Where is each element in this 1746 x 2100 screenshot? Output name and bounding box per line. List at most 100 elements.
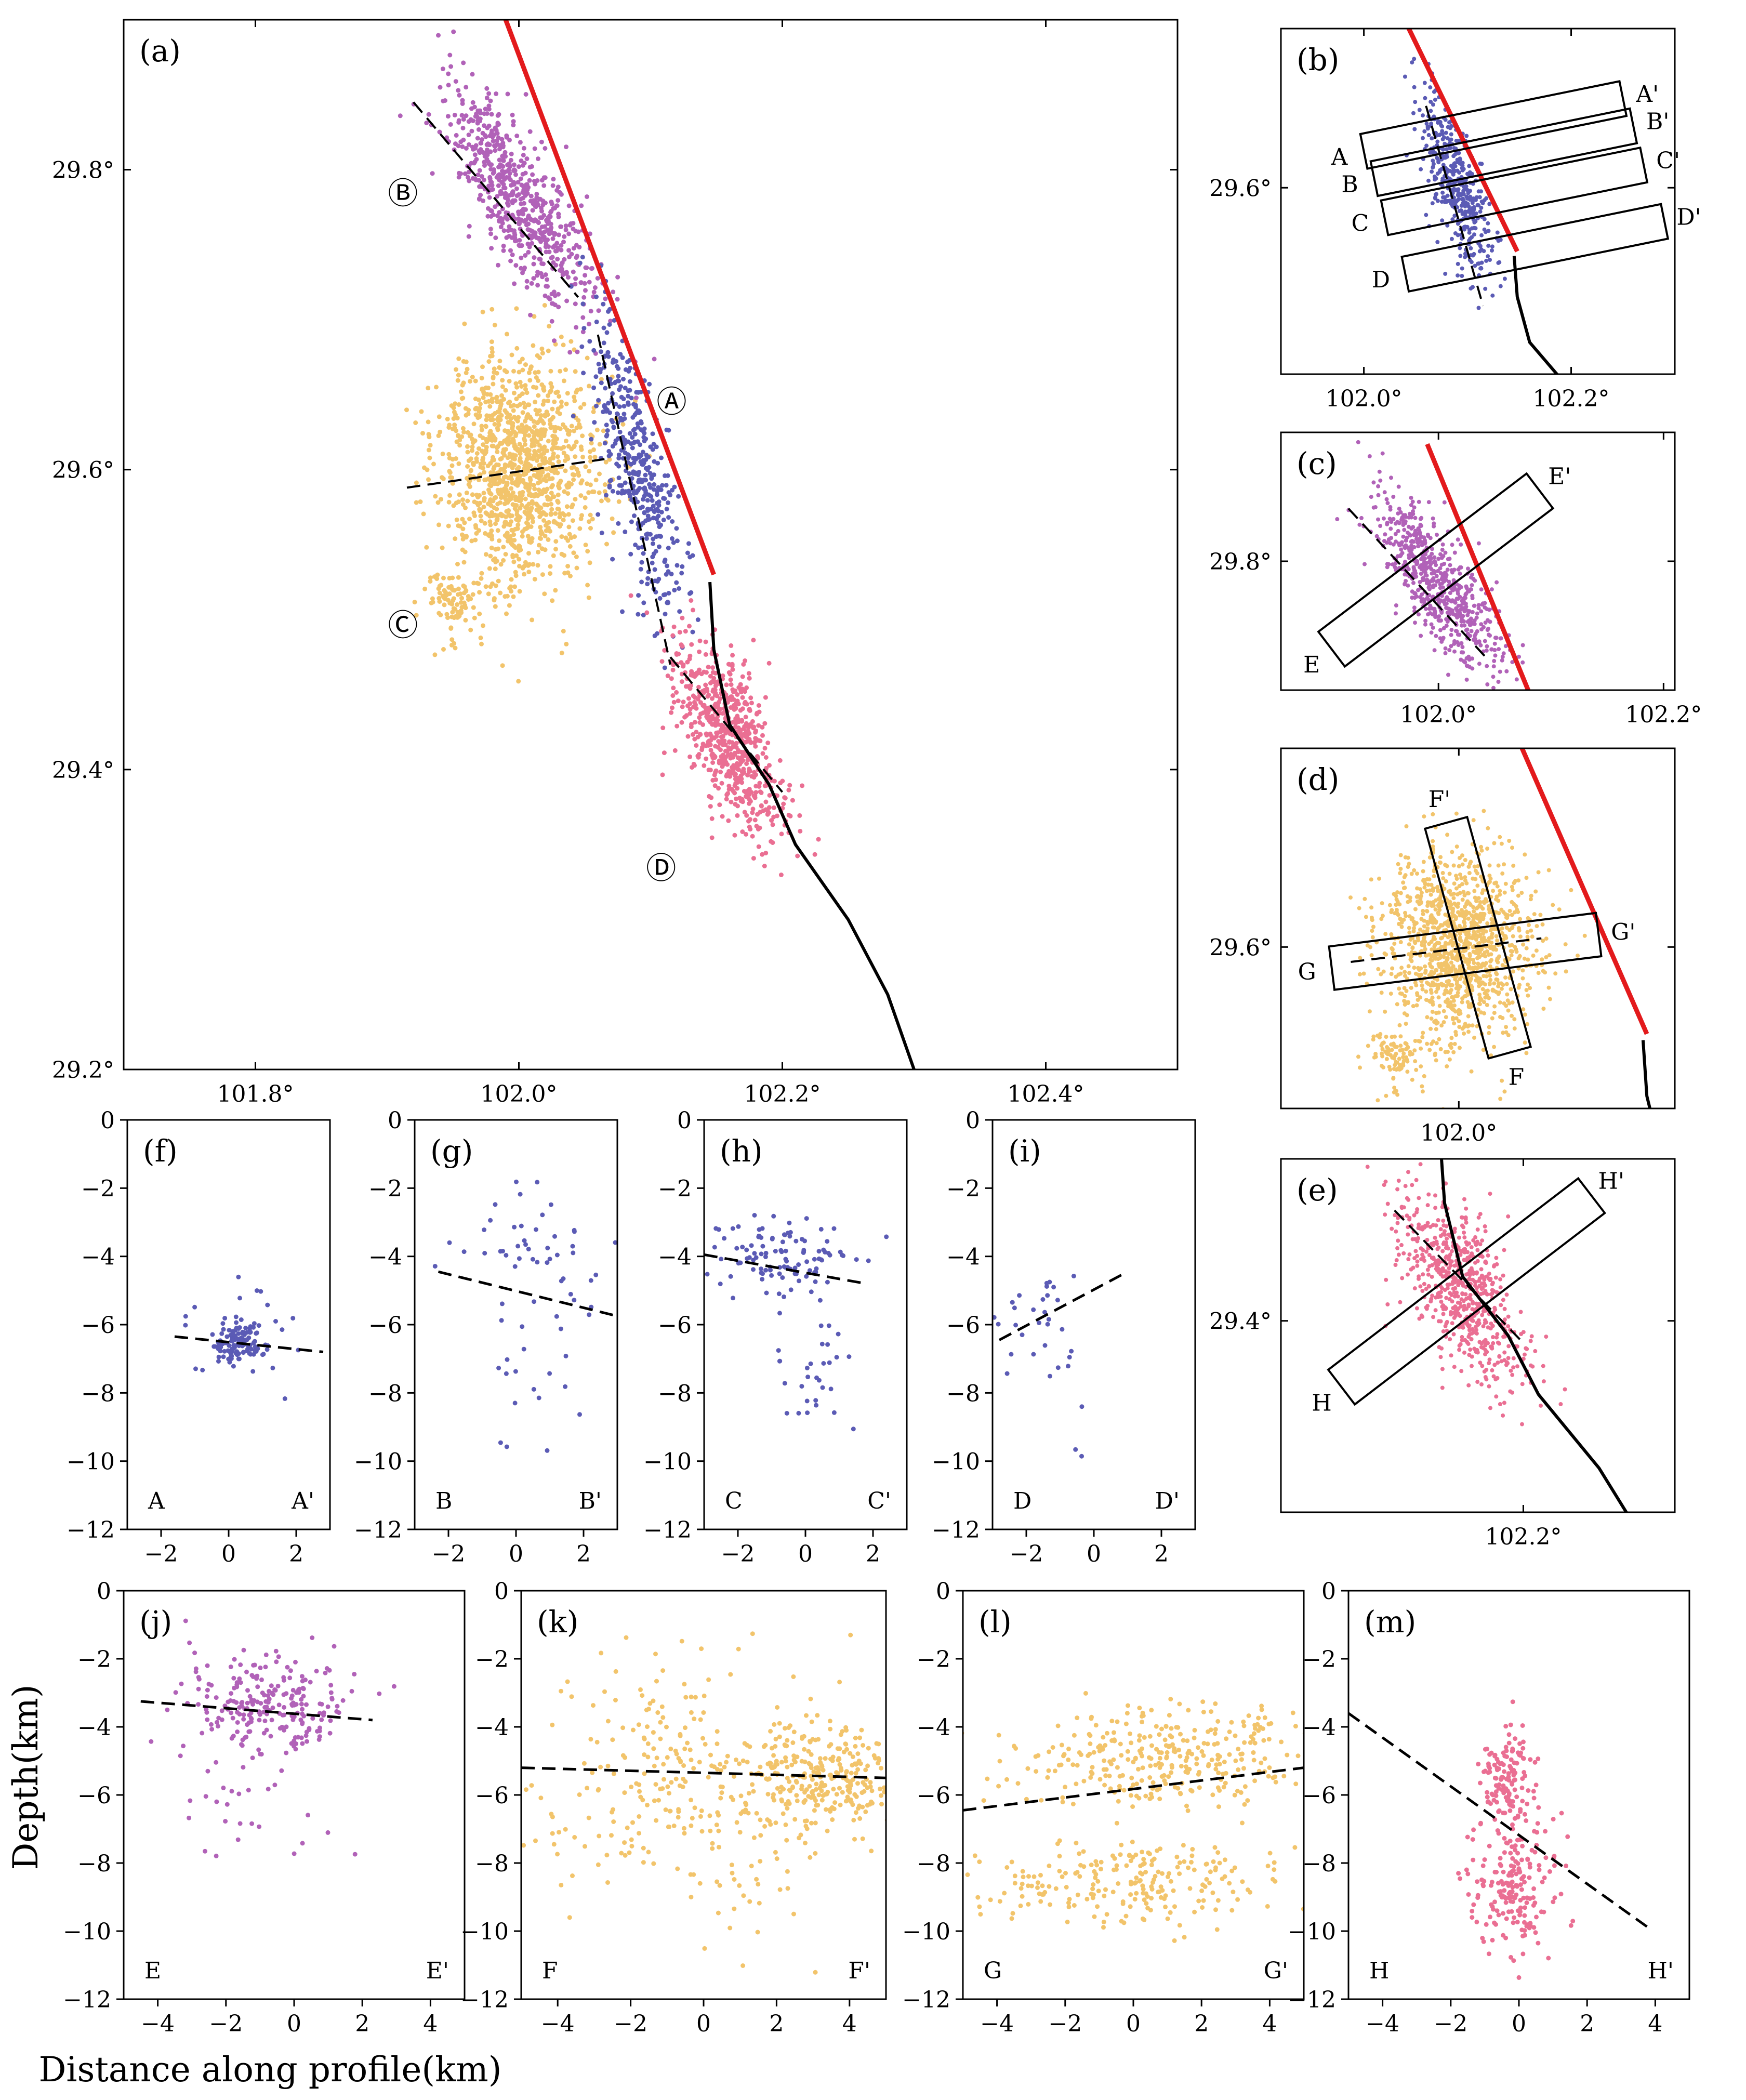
event-point-C (553, 440, 558, 445)
event-point-C (464, 413, 469, 418)
event-point-C (524, 457, 530, 462)
event-point-C (481, 390, 486, 395)
event-point-C (586, 595, 591, 600)
event-point-B (1397, 506, 1401, 511)
event-point-C (483, 424, 488, 429)
event-point-B (1452, 649, 1457, 654)
profile-box-A (1359, 80, 1628, 170)
event-point-C (566, 524, 572, 530)
event-point-B (482, 163, 487, 168)
event-point-A (657, 544, 662, 549)
event-point-C (442, 602, 447, 607)
event-point-C (592, 455, 598, 460)
event-point-A (628, 441, 633, 446)
event-point-B (488, 231, 493, 236)
event-point-C (526, 488, 531, 493)
event-point-C (501, 558, 506, 563)
event-point-A (651, 472, 656, 478)
event-point-A (1498, 284, 1503, 288)
event-point-B (1411, 565, 1416, 570)
event-point-C (478, 401, 483, 406)
event-point-B (466, 119, 471, 124)
event-point-A (1449, 164, 1453, 168)
event-point-C (1429, 940, 1434, 944)
event-point-B (511, 181, 515, 186)
event-point-C (518, 451, 523, 456)
event-point-B (1335, 517, 1340, 521)
event-point-A (1423, 96, 1427, 100)
event-point-D (720, 742, 725, 747)
event-point-C (492, 323, 497, 327)
event-point-C (550, 406, 555, 412)
event-point-A (629, 519, 634, 524)
event-point-C (572, 472, 577, 478)
event-point-C (1454, 886, 1459, 891)
event-point-C (472, 615, 477, 620)
event-point-C (553, 511, 558, 516)
event-point-C (536, 448, 541, 453)
event-point-C (536, 481, 540, 485)
event-point-C (1475, 1024, 1479, 1028)
event-point-C (461, 590, 467, 596)
event-point-C (1478, 976, 1483, 981)
event-point-D (753, 739, 758, 744)
event-point-A (589, 437, 594, 442)
event-point-C (424, 545, 429, 550)
event-point-C (414, 613, 419, 618)
event-point-C (1422, 943, 1426, 948)
event-point-C (548, 388, 553, 393)
event-point-C (536, 393, 541, 398)
event-point-C (503, 388, 508, 393)
event-point-B (1502, 703, 1506, 707)
event-point-B (1377, 469, 1382, 474)
event-point-B (430, 171, 435, 176)
event-point-B (426, 112, 431, 117)
event-point-D (795, 853, 800, 859)
event-point-C (547, 466, 552, 471)
event-point-C (1459, 908, 1464, 913)
event-point-B (1420, 576, 1425, 581)
event-point-C (471, 580, 477, 586)
event-point-C (1470, 1023, 1475, 1028)
event-point-D (710, 722, 715, 727)
event-point-B (1402, 527, 1407, 532)
event-point-B (467, 223, 472, 229)
event-point-B (493, 144, 498, 149)
event-point-C (453, 412, 458, 417)
event-point-C (465, 464, 470, 469)
event-point-B (1424, 561, 1429, 565)
event-point-B (486, 91, 492, 96)
panel-label: (c) (1297, 446, 1337, 481)
event-point-C (531, 483, 536, 487)
event-point-C (1476, 961, 1480, 966)
event-point-C (540, 402, 546, 407)
event-point-B (533, 181, 538, 187)
event-point-C (1485, 921, 1490, 926)
event-point-C (597, 490, 602, 495)
event-point-C (542, 502, 547, 507)
event-point-C (505, 332, 509, 337)
event-point-C (1497, 911, 1501, 916)
event-point-C (434, 385, 439, 390)
event-point-A (1477, 195, 1482, 200)
event-point-C (554, 437, 559, 442)
event-point-A (1470, 235, 1474, 240)
event-point-D (689, 642, 694, 647)
cluster-label-D: Ⓓ (646, 850, 676, 886)
event-point-A (670, 487, 674, 493)
event-point-B (579, 203, 584, 208)
event-point-C (544, 528, 549, 533)
event-point-B (500, 221, 505, 226)
event-point-B (524, 222, 529, 228)
event-point-B (1470, 583, 1474, 588)
event-point-C (1459, 876, 1464, 880)
event-point-B (493, 125, 498, 130)
event-point-A (643, 457, 649, 462)
event-point-C (1377, 876, 1381, 881)
event-point-B (1408, 533, 1412, 538)
event-point-B (1419, 534, 1423, 538)
event-point-C (591, 447, 596, 452)
event-point-C (491, 434, 496, 439)
event-point-C (1415, 886, 1420, 891)
event-point-B (514, 134, 520, 138)
